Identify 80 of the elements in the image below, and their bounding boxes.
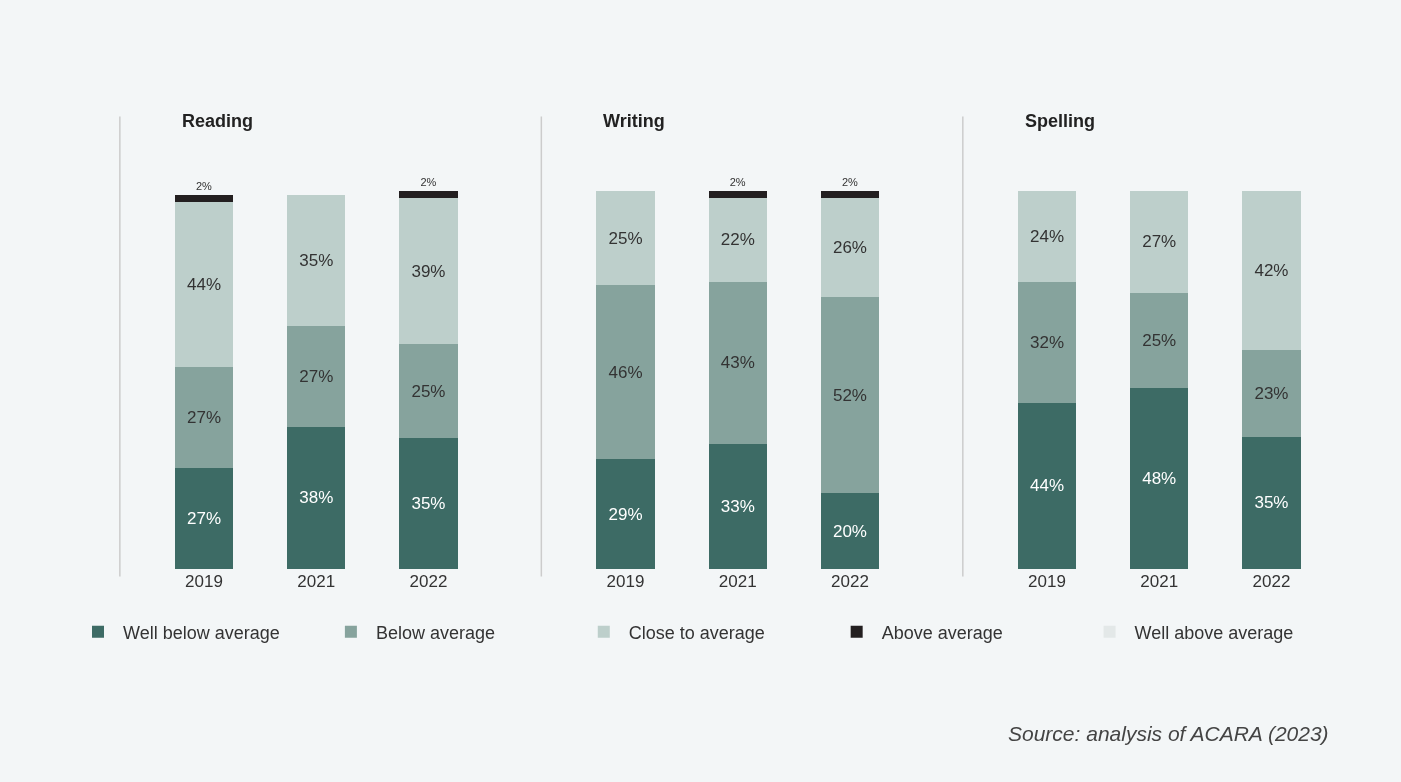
bar — [820, 296, 880, 494]
legend-label: Close to average — [628, 622, 765, 643]
x-tick-label: 2019 — [1028, 572, 1066, 592]
bar — [820, 190, 880, 199]
bar — [287, 426, 346, 570]
bar — [596, 285, 655, 460]
bar — [399, 437, 458, 570]
data-label: 44% — [1029, 476, 1065, 496]
data-label: 25% — [1142, 330, 1177, 350]
data-label: 46% — [608, 362, 643, 382]
data-label: 35% — [411, 494, 446, 514]
data-label: 35% — [299, 250, 334, 270]
chart-title: Reading — [182, 111, 254, 131]
data-label: 44% — [187, 274, 222, 294]
data-label: 33% — [720, 497, 755, 517]
bar — [708, 198, 767, 282]
bar — [596, 459, 655, 570]
bar — [399, 344, 458, 438]
data-label: 25% — [608, 228, 643, 248]
bar — [820, 493, 880, 570]
x-tick-label: 2019 — [185, 572, 223, 592]
data-label: 24% — [1029, 226, 1065, 246]
bar — [708, 190, 767, 199]
bar — [174, 194, 234, 203]
bar — [708, 281, 767, 445]
bar — [287, 325, 346, 427]
bar — [174, 366, 234, 468]
bar — [174, 467, 234, 570]
data-label: 2% — [841, 175, 859, 188]
data-label: 27% — [187, 509, 222, 529]
data-label: 2% — [729, 175, 746, 188]
bar — [399, 190, 458, 199]
legend-label: Below average — [375, 622, 495, 643]
bar — [820, 198, 880, 297]
bar — [1130, 292, 1189, 388]
x-tick-label: 2021 — [297, 572, 336, 592]
bar — [1242, 190, 1301, 350]
x-tick-label: 2021 — [1140, 572, 1179, 592]
data-label: 25% — [411, 381, 446, 401]
bar — [1242, 349, 1301, 437]
x-tick-label: 2022 — [409, 572, 448, 592]
x-tick-label: 2021 — [718, 572, 757, 592]
legend-label: Well above average — [1134, 622, 1294, 643]
legend-label: Above average — [881, 622, 1003, 643]
bar — [1017, 190, 1077, 282]
data-label: 38% — [299, 488, 334, 508]
bar — [1130, 387, 1189, 570]
data-label: 2% — [420, 175, 437, 188]
bar — [1017, 281, 1077, 403]
data-label: 32% — [1029, 332, 1065, 352]
bar — [287, 194, 346, 326]
data-label: 23% — [1254, 383, 1289, 403]
bar — [1242, 436, 1301, 570]
data-label: 22% — [720, 230, 755, 250]
bar — [596, 190, 655, 286]
bar — [1130, 190, 1189, 293]
data-label: 39% — [411, 261, 446, 281]
bar — [1017, 402, 1077, 570]
data-label: 29% — [608, 504, 643, 524]
data-label: 52% — [832, 385, 867, 405]
data-label: 26% — [832, 238, 867, 258]
data-label: 43% — [720, 353, 755, 373]
x-tick-label: 2022 — [831, 572, 869, 592]
x-tick-label: 2022 — [1252, 572, 1291, 592]
chart-title: Spelling — [1025, 111, 1096, 131]
data-label: 42% — [1254, 260, 1289, 280]
x-tick-label: 2019 — [606, 572, 645, 592]
bar — [174, 202, 234, 367]
source-note: Source: analysis of ACARA (2023) — [1008, 722, 1329, 745]
data-label: 27% — [1142, 232, 1177, 252]
data-label: 48% — [1142, 468, 1177, 488]
data-label: 27% — [187, 407, 222, 427]
bar — [708, 444, 767, 570]
bar — [399, 198, 458, 345]
legend-label: Well below average — [123, 622, 280, 643]
data-label: 20% — [832, 521, 867, 541]
data-label: 2% — [195, 179, 213, 192]
chart-title: Writing — [603, 111, 665, 131]
data-label: 27% — [299, 366, 334, 386]
data-label: 35% — [1254, 493, 1289, 513]
